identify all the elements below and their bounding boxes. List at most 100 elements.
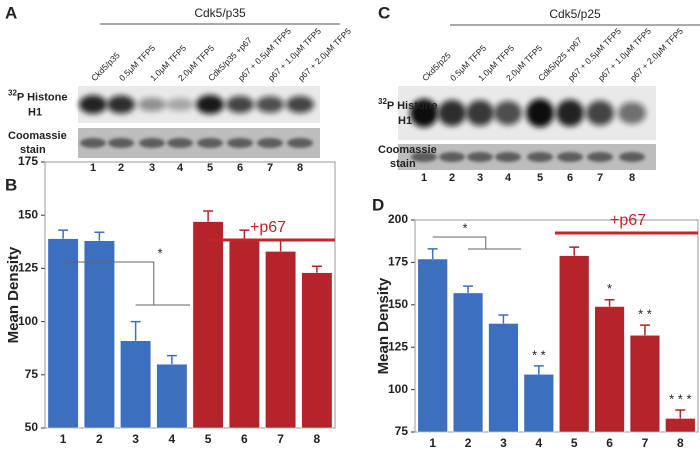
x-tick-label: 3 <box>500 436 507 450</box>
stain-label: Coomassie <box>8 130 67 142</box>
error-bar <box>275 239 286 252</box>
error-bar <box>203 210 214 222</box>
bar <box>47 238 79 429</box>
stain-band <box>139 138 165 148</box>
bar <box>301 272 333 429</box>
x-tick-label: 5 <box>205 432 212 446</box>
row-label-line: P Histone <box>387 100 438 112</box>
blot-band <box>107 95 135 114</box>
plot-frame <box>414 219 699 433</box>
significance: * * * <box>669 391 691 406</box>
header: Cdk5/p35 <box>194 6 246 20</box>
bar <box>488 323 519 433</box>
lane-label: p67 + 0.5μM TFP5 <box>236 26 293 83</box>
y-tick-label: 75 <box>25 367 39 381</box>
blot-band <box>286 95 314 114</box>
lane-number: 4 <box>177 162 184 174</box>
x-tick-label: 4 <box>169 432 176 446</box>
bar <box>523 374 554 433</box>
lane-number: 2 <box>449 172 455 184</box>
blot-band <box>586 100 614 126</box>
lane-label: Ckd5/p25 <box>420 50 453 83</box>
lane-number: 3 <box>149 162 155 174</box>
bar <box>417 258 448 433</box>
x-tick-label: 2 <box>465 436 472 450</box>
row-label: 32P Histone <box>378 97 437 112</box>
plot-frame <box>44 161 336 429</box>
lane-number: 4 <box>505 172 512 184</box>
stain-band <box>411 152 437 162</box>
error-bar <box>58 229 69 239</box>
y-tick-label: 175 <box>388 255 408 269</box>
y-tick-label: 100 <box>388 382 408 396</box>
lane-number: 6 <box>237 162 243 174</box>
blot-band <box>618 101 646 125</box>
blot-band <box>526 98 554 128</box>
significance: * * <box>638 307 652 322</box>
stain-label: stain <box>390 158 416 170</box>
lane-number: 3 <box>477 172 483 184</box>
lane-number: 1 <box>421 172 427 184</box>
stain-band <box>587 152 613 162</box>
error-bar <box>639 324 650 336</box>
stain-label: stain <box>20 144 46 156</box>
y-axis-label: Mean Density <box>5 246 22 343</box>
stain-band <box>619 152 645 162</box>
x-tick-label: 8 <box>314 432 321 446</box>
x-tick-label: 1 <box>60 432 67 446</box>
lane-number: 5 <box>207 162 213 174</box>
annotation: * <box>157 245 162 260</box>
x-tick-label: 2 <box>96 432 103 446</box>
isotope: 32 <box>378 97 387 106</box>
x-tick-label: 7 <box>642 436 649 450</box>
lane-label: p67 + 1.0μM TFP5 <box>596 26 653 83</box>
row-label: H1 <box>28 106 42 118</box>
lane-number: 6 <box>567 172 573 184</box>
bar <box>452 292 484 433</box>
stain-band <box>527 152 553 162</box>
bracket <box>63 261 190 306</box>
blot-band <box>410 98 438 128</box>
blot-band <box>79 95 107 114</box>
annotation: * <box>462 220 467 235</box>
blot-band <box>138 97 166 112</box>
blot-band <box>166 98 194 111</box>
x-tick-label: 4 <box>535 436 542 450</box>
annotation: +p67 <box>250 219 286 236</box>
blot-band <box>438 99 466 127</box>
x-tick-label: 5 <box>571 436 578 450</box>
x-tick-label: 3 <box>132 432 139 446</box>
bracket <box>432 236 522 250</box>
error-bar <box>311 265 322 273</box>
stain-band <box>439 152 465 162</box>
error-bar <box>533 365 544 375</box>
bar <box>559 255 590 433</box>
lane-number: 7 <box>597 172 603 184</box>
error-bar <box>498 314 509 324</box>
blot-band <box>226 95 254 114</box>
bar <box>265 251 297 429</box>
significance: * <box>607 281 612 296</box>
lane-label: p67 + 2.0μM TFP5 <box>296 26 353 83</box>
header: Cdk5/p25 <box>549 7 601 21</box>
panel-label: C <box>378 3 390 22</box>
y-tick-label: 125 <box>18 261 38 275</box>
lane-number: 8 <box>629 172 635 184</box>
bar <box>156 363 188 429</box>
y-tick-label: 150 <box>18 207 38 221</box>
isotope: 32 <box>8 89 17 98</box>
x-tick-label: 6 <box>606 436 613 450</box>
bar <box>83 240 115 429</box>
stain-band <box>167 138 193 148</box>
panel-label: D <box>372 195 384 214</box>
lane-number: 7 <box>267 162 273 174</box>
lane-label: Ckd5/p35 <box>89 50 122 83</box>
error-bar <box>427 248 438 260</box>
x-tick-label: 8 <box>677 436 684 450</box>
error-bar <box>604 298 615 307</box>
stain-label: Coomassie <box>378 144 437 156</box>
x-tick-label: 1 <box>429 436 436 450</box>
row-label: H1 <box>398 115 412 127</box>
panel-label: A <box>5 3 17 22</box>
blot-band <box>196 94 224 115</box>
